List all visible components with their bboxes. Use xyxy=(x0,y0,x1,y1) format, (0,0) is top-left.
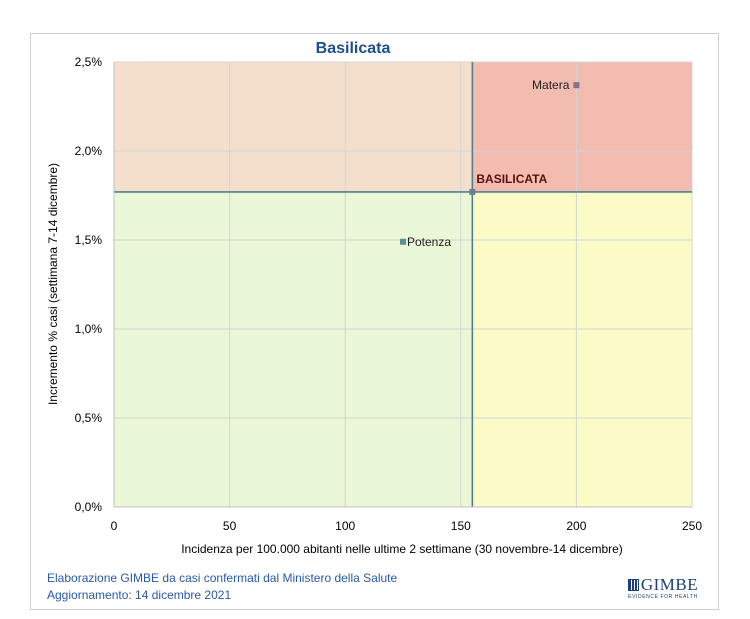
quadrant-top-left xyxy=(114,62,473,192)
gimbe-logo: GIMBE EVIDENCE FOR HEALTH xyxy=(622,576,704,600)
reference-marker xyxy=(469,188,476,195)
reference-label: BASILICATA xyxy=(476,172,547,186)
plot-area: BASILICATA Matera Potenza xyxy=(113,61,693,508)
logo-tagline: EVIDENCE FOR HEALTH xyxy=(628,594,698,600)
axes: 0 50 100 150 200 250 0,0% 0,5% 1,0% 1,5% 2,0% 2,5% xyxy=(75,55,703,533)
x-axis-label: Incidenza per 100.000 abitanti nelle ult… xyxy=(181,542,623,556)
y-tick-label: 1,5% xyxy=(75,233,103,247)
quadrant-bottom-left xyxy=(114,191,473,507)
quadrant-bottom-right xyxy=(472,191,692,507)
logo-grid-icon xyxy=(627,579,639,591)
chart-title: Basilicata xyxy=(316,40,391,57)
y-tick-label: 2,0% xyxy=(75,144,103,158)
point-matera xyxy=(573,82,580,89)
y-tick-label: 0,5% xyxy=(75,411,103,425)
x-tick-label: 100 xyxy=(335,519,355,533)
y-axis-label: Incremento % casi (settimana 7-14 dicemb… xyxy=(46,163,60,405)
x-tick-label: 0 xyxy=(111,519,118,533)
y-tick-label: 0,0% xyxy=(75,500,103,514)
point-label-potenza: Potenza xyxy=(407,235,451,249)
x-tick-label: 250 xyxy=(682,519,702,533)
footer-source: Elaborazione GIMBE da casi confermati da… xyxy=(47,571,398,585)
point-label-matera: Matera xyxy=(532,78,570,92)
footer: Elaborazione GIMBE da casi confermati da… xyxy=(47,570,397,604)
point-potenza xyxy=(400,238,406,245)
x-tick-label: 150 xyxy=(451,519,471,533)
footer-update: Aggiornamento: 14 dicembre 2021 xyxy=(47,588,232,602)
x-tick-label: 50 xyxy=(223,519,237,533)
logo-brand-text: GIMBE xyxy=(640,575,699,594)
x-tick-label: 200 xyxy=(566,519,586,533)
y-tick-label: 2,5% xyxy=(75,55,103,69)
y-tick-label: 1,0% xyxy=(75,322,103,336)
logo-brand: GIMBE xyxy=(622,576,704,593)
quadrant-top-right xyxy=(472,62,692,192)
